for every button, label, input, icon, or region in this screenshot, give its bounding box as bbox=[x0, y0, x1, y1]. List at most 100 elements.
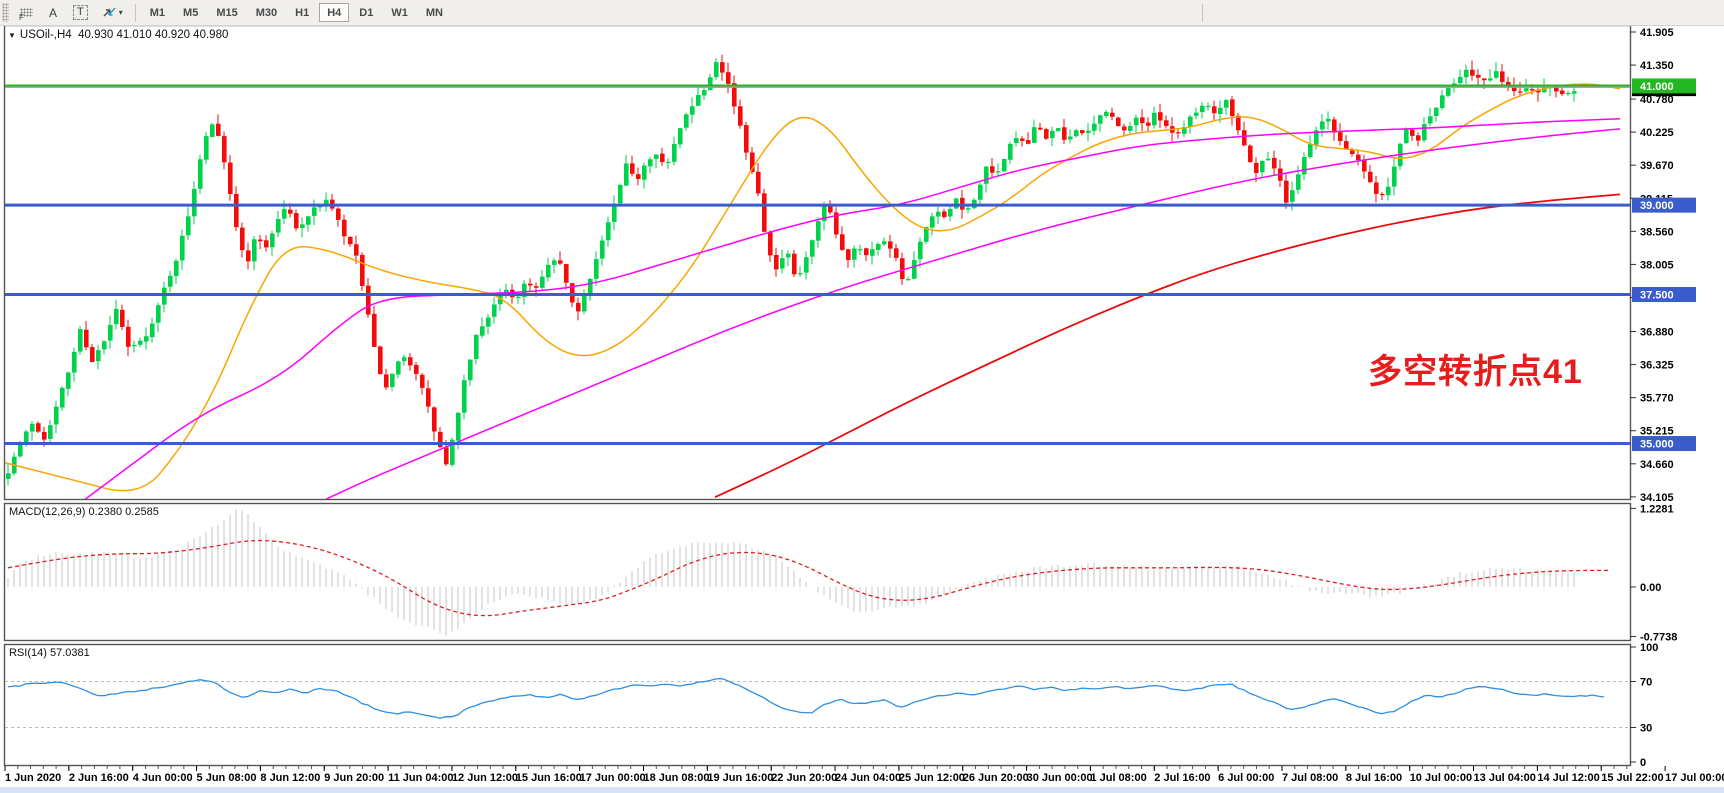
timeframe-button-MN[interactable]: MN bbox=[418, 3, 451, 22]
timeframe-button-M30[interactable]: M30 bbox=[248, 3, 285, 22]
svg-text:41.905: 41.905 bbox=[1640, 27, 1674, 39]
dotted-grid-icon bbox=[20, 8, 33, 17]
svg-text:35.000: 35.000 bbox=[1640, 439, 1674, 451]
timeframe-button-W1[interactable]: W1 bbox=[383, 3, 416, 22]
svg-text:17 Jul 00:00: 17 Jul 00:00 bbox=[1665, 772, 1724, 784]
svg-text:10 Jul 00:00: 10 Jul 00:00 bbox=[1410, 772, 1472, 784]
svg-text:38.005: 38.005 bbox=[1640, 259, 1674, 271]
svg-text:-0.7738: -0.7738 bbox=[1640, 632, 1677, 644]
chart-symbol: USOil-,H4 bbox=[19, 29, 72, 41]
rsi-line bbox=[7, 677, 1605, 719]
svg-text:19 Jun 16:00: 19 Jun 16:00 bbox=[707, 772, 773, 784]
svg-text:30: 30 bbox=[1640, 723, 1652, 735]
svg-text:1 Jun 2020: 1 Jun 2020 bbox=[5, 772, 61, 784]
hline-label-35.000 bbox=[1632, 436, 1696, 452]
ma-slow-magenta[interactable] bbox=[245, 128, 1621, 539]
svg-text:13 Jul 04:00: 13 Jul 04:00 bbox=[1474, 772, 1536, 784]
svg-text:26 Jun 20:00: 26 Jun 20:00 bbox=[963, 772, 1029, 784]
svg-text:34.105: 34.105 bbox=[1640, 492, 1674, 504]
svg-text:5 Jun 08:00: 5 Jun 08:00 bbox=[197, 772, 257, 784]
ma-fast-orange[interactable] bbox=[0, 83, 1621, 492]
cursor-tool-button[interactable]: F bbox=[15, 3, 38, 23]
hline-label-41.000 bbox=[1632, 78, 1696, 94]
svg-text:15 Jul 22:00: 15 Jul 22:00 bbox=[1601, 772, 1663, 784]
textbox-tool-label: T bbox=[73, 5, 88, 20]
svg-text:30 Jun 00:00: 30 Jun 00:00 bbox=[1027, 772, 1093, 784]
svg-text:0.00: 0.00 bbox=[1640, 582, 1661, 594]
svg-text:2 Jun 16:00: 2 Jun 16:00 bbox=[69, 772, 129, 784]
text-tool-button[interactable]: A bbox=[42, 3, 64, 23]
svg-text:12 Jun 12:00: 12 Jun 12:00 bbox=[452, 772, 518, 784]
toolbar-separator bbox=[134, 3, 136, 22]
timeframe-group: M1 M5 M15 M30 H1 H4 D1 W1 MN bbox=[141, 3, 452, 22]
timeframe-button-H4[interactable]: H4 bbox=[319, 3, 350, 22]
rsi-layer bbox=[5, 677, 1630, 728]
svg-text:24 Jun 04:00: 24 Jun 04:00 bbox=[835, 772, 901, 784]
svg-text:17 Jun 00:00: 17 Jun 00:00 bbox=[580, 772, 646, 784]
price-axis[interactable]: 41.90541.35040.78040.22539.67039.11538.5… bbox=[1630, 27, 1696, 504]
svg-text:36.325: 36.325 bbox=[1640, 360, 1674, 372]
svg-text:8 Jul 16:00: 8 Jul 16:00 bbox=[1346, 772, 1402, 784]
svg-text:36.880: 36.880 bbox=[1640, 326, 1674, 338]
svg-text:15 Jun 16:00: 15 Jun 16:00 bbox=[516, 772, 582, 784]
candles-layer bbox=[6, 54, 1577, 486]
cursor-tool-label: F bbox=[19, 12, 24, 22]
hline-label-39.000 bbox=[1632, 197, 1696, 213]
svg-text:4 Jun 00:00: 4 Jun 00:00 bbox=[133, 772, 193, 784]
rsi-indicator-label: RSI(14) 57.0381 bbox=[9, 647, 90, 659]
timeframe-button-M15[interactable]: M15 bbox=[208, 3, 245, 22]
svg-text:70: 70 bbox=[1640, 677, 1652, 689]
chevron-down-icon: ▾ bbox=[118, 8, 123, 17]
svg-text:25 Jun 12:00: 25 Jun 12:00 bbox=[899, 772, 965, 784]
svg-text:35.215: 35.215 bbox=[1640, 426, 1674, 438]
svg-text:38.560: 38.560 bbox=[1640, 226, 1674, 238]
time-axis[interactable]: 1 Jun 2020 2 Jun 16:00 4 Jun 00:00 5 Jun 08… bbox=[4, 766, 1724, 784]
svg-text:18 Jun 08:00: 18 Jun 08:00 bbox=[644, 772, 710, 784]
timeframe-button-M5[interactable]: M5 bbox=[175, 3, 206, 22]
toolbar-separator-2 bbox=[1201, 3, 1203, 22]
svg-text:1.2281: 1.2281 bbox=[1640, 503, 1674, 515]
svg-text:40.780: 40.780 bbox=[1640, 94, 1674, 106]
svg-text:1 Jul 08:00: 1 Jul 08:00 bbox=[1090, 772, 1146, 784]
svg-text:35.770: 35.770 bbox=[1640, 393, 1674, 405]
svg-text:22 Jun 20:00: 22 Jun 20:00 bbox=[771, 772, 837, 784]
chart-ohlc-values: 40.930 41.010 40.920 40.980 bbox=[78, 29, 229, 41]
hline-label-37.500 bbox=[1632, 287, 1696, 303]
pane-borders bbox=[3, 24, 1632, 767]
svg-text:41.000: 41.000 bbox=[1640, 81, 1674, 93]
svg-text:34.660: 34.660 bbox=[1640, 459, 1674, 471]
svg-text:8 Jun 12:00: 8 Jun 12:00 bbox=[260, 772, 320, 784]
svg-text:2 Jul 16:00: 2 Jul 16:00 bbox=[1154, 772, 1210, 784]
macd-histogram bbox=[7, 508, 1575, 636]
ma-mid-magenta[interactable] bbox=[40, 117, 1621, 533]
svg-text:41.350: 41.350 bbox=[1640, 60, 1674, 72]
horizontal-scrollbar[interactable] bbox=[0, 787, 1724, 793]
horizontal-lines-layer bbox=[5, 84, 1630, 446]
svg-text:11 Jun 04:00: 11 Jun 04:00 bbox=[388, 772, 453, 784]
svg-text:39.670: 39.670 bbox=[1640, 160, 1674, 172]
textbox-tool-button[interactable]: T bbox=[68, 3, 93, 23]
svg-text:9 Jun 20:00: 9 Jun 20:00 bbox=[324, 772, 384, 784]
timeframe-button-D1[interactable]: D1 bbox=[351, 3, 381, 22]
annotation-text[interactable]: 多空转折点41 bbox=[1368, 353, 1583, 391]
macd-indicator-label: MACD(12,26,9) 0.2380 0.2585 bbox=[9, 506, 159, 518]
arrows-tool-button[interactable]: ▾ bbox=[97, 3, 128, 23]
ma-long-red[interactable] bbox=[714, 193, 1621, 499]
moving-averages-layer bbox=[0, 83, 1621, 539]
svg-text:37.500: 37.500 bbox=[1640, 290, 1674, 302]
svg-text:6 Jul 00:00: 6 Jul 00:00 bbox=[1218, 772, 1274, 784]
svg-text:40.225: 40.225 bbox=[1640, 127, 1674, 139]
collapse-icon[interactable]: ▼ bbox=[8, 31, 16, 40]
timeframe-button-M1[interactable]: M1 bbox=[142, 3, 173, 22]
svg-text:7 Jul 08:00: 7 Jul 08:00 bbox=[1282, 772, 1338, 784]
toolbar-drag-handle[interactable] bbox=[2, 3, 9, 22]
svg-text:0: 0 bbox=[1640, 757, 1646, 769]
svg-text:100: 100 bbox=[1640, 642, 1658, 654]
timeframe-button-H1[interactable]: H1 bbox=[287, 3, 317, 22]
svg-text:39.000: 39.000 bbox=[1640, 200, 1674, 212]
svg-text:14 Jul 12:00: 14 Jul 12:00 bbox=[1537, 772, 1599, 784]
main-toolbar: F A T ▾ M1 M5 M15 M30 H1 H4 D1 W1 MN bbox=[0, 0, 1724, 26]
arrows-icon bbox=[103, 7, 116, 17]
